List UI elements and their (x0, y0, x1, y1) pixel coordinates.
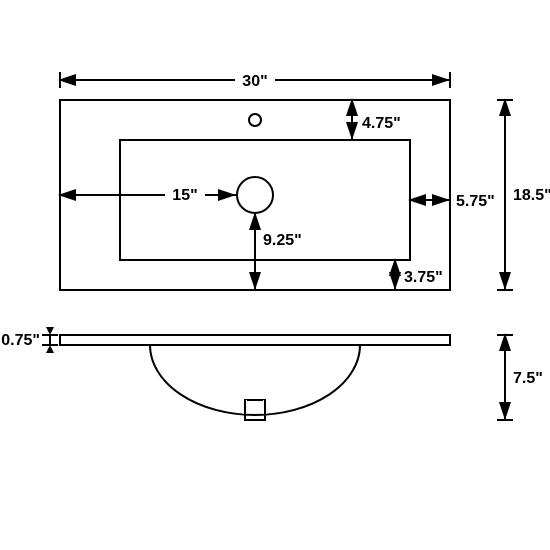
dim-height-label: 18.5" (513, 187, 550, 204)
technical-diagram: 30" 18.5" 4.75" 15" 9.25" 5.75" (0, 0, 550, 550)
dim-depth-label: 7.5" (513, 370, 543, 387)
drain-circle (237, 177, 273, 213)
dim-inner-right: 5.75" (410, 193, 495, 210)
dim-drain-left-label: 15" (172, 187, 197, 204)
dim-faucet-label: 4.75" (362, 115, 401, 132)
drain-pipe (245, 400, 265, 420)
dim-slab-label: 0.75" (1, 332, 40, 349)
dim-drain-left: 15" (60, 183, 236, 205)
faucet-hole (249, 114, 261, 126)
dim-inner-bottom: 3.75" (389, 260, 443, 290)
dim-slab: 0.75" (1, 327, 58, 353)
dim-drain-bottom-label: 9.25" (263, 232, 302, 249)
dim-drain-bottom: 9.25" (249, 214, 302, 290)
dim-inner-right-label: 5.75" (456, 193, 495, 210)
bowl-arc (150, 345, 360, 415)
dim-inner-bottom-label: 3.75" (404, 269, 443, 286)
dim-height: 18.5" (497, 100, 550, 290)
dim-faucet-top: 4.75" (346, 100, 401, 140)
dim-width-label: 30" (242, 73, 267, 90)
dim-width: 30" (60, 68, 450, 90)
side-view (60, 335, 450, 420)
slab (60, 335, 450, 345)
dim-depth: 7.5" (497, 335, 543, 420)
